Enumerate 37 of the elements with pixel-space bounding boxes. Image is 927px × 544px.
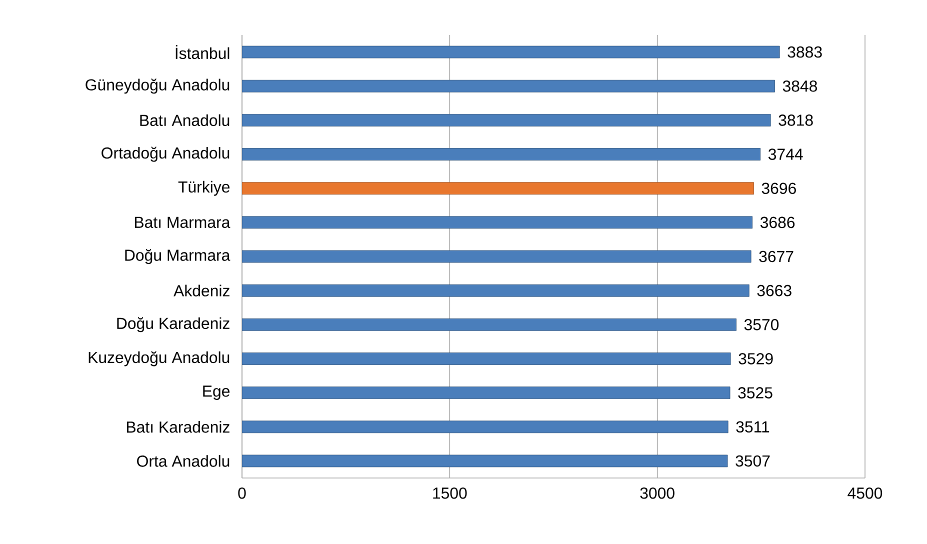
data-label: 3677 bbox=[759, 250, 794, 262]
y-tick-label: Batı Anadolu bbox=[140, 114, 230, 126]
x-tick-label: 3000 bbox=[640, 488, 674, 499]
y-tick-label: Batı Marmara bbox=[134, 216, 230, 228]
data-label: 3848 bbox=[782, 80, 818, 92]
bar bbox=[242, 284, 750, 297]
x-tick-label: 0 bbox=[238, 488, 246, 499]
bar bbox=[242, 352, 731, 365]
bar bbox=[242, 250, 752, 263]
data-label: 3525 bbox=[738, 387, 772, 398]
bar bbox=[242, 318, 736, 331]
y-tick-label: Akdeniz bbox=[174, 284, 230, 296]
x-tick-label: 4500 bbox=[848, 488, 882, 499]
y-tick-label: Türkiye bbox=[178, 180, 230, 196]
y-tick-label: Doğu Marmara bbox=[125, 248, 230, 264]
data-label: 3570 bbox=[744, 319, 779, 330]
data-label: 3663 bbox=[757, 284, 792, 296]
data-label: 3511 bbox=[736, 421, 770, 433]
y-tick-label: Doğu Karadeniz bbox=[117, 317, 230, 332]
bar bbox=[242, 148, 761, 160]
y-tick-label: İstanbul bbox=[176, 45, 230, 60]
y-tick-label: Kuzeydoğu Anadolu bbox=[88, 351, 230, 366]
data-label: 3529 bbox=[738, 353, 773, 364]
y-tick-label: Orta Anadolu bbox=[137, 455, 230, 467]
data-label: 3883 bbox=[788, 46, 822, 58]
y-tick-label: Ortadoğu Anadolu bbox=[102, 146, 230, 162]
y-tick-label: Güneydoğu Anadolu bbox=[86, 78, 230, 94]
y-tick-label: Ege bbox=[203, 386, 230, 400]
data-label: 3686 bbox=[760, 216, 795, 228]
bar bbox=[242, 216, 753, 229]
data-label: 3507 bbox=[736, 455, 770, 467]
data-label: 3696 bbox=[762, 182, 796, 194]
data-label: 3744 bbox=[768, 148, 803, 160]
y-tick-label: Batı Karadeniz bbox=[126, 421, 230, 433]
data-label: 3818 bbox=[778, 114, 813, 126]
bar bbox=[242, 182, 754, 195]
x-tick-label: 1500 bbox=[433, 488, 467, 499]
